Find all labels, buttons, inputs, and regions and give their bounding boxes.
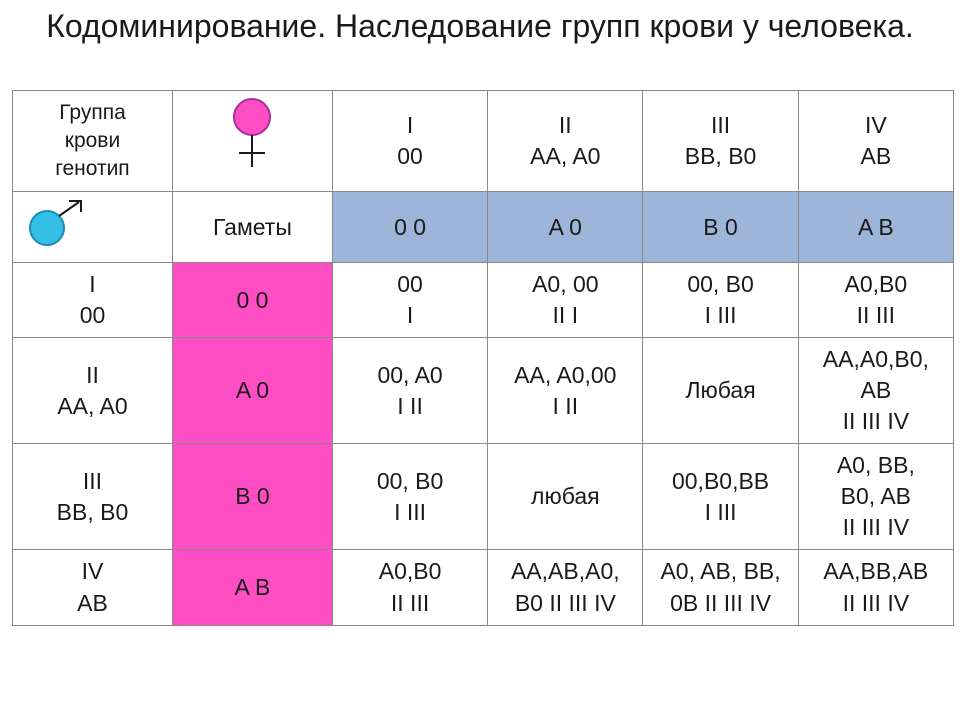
cell-3-1: 00, B0 I III [332, 444, 487, 550]
male-row-1: I 00 0 0 00 I A0, 00 II I 00, B0 I III A0… [13, 263, 954, 338]
female-icon-cell [172, 91, 332, 192]
female-gametes-3: B 0 [643, 192, 798, 263]
header-row: Группа крови генотип I 00 II AA, A0 III BB,… [13, 91, 954, 192]
cell-1-1: 00 I [332, 263, 487, 338]
fg1-roman: I [407, 112, 413, 138]
cell-1-2: A0, 00 II I [488, 263, 643, 338]
gametes-row: Гаметы 0 0 A 0 B 0 A B [13, 192, 954, 263]
female-group-3: III BB, B0 [643, 91, 798, 192]
mg3-roman: III [83, 468, 102, 494]
female-icon [229, 97, 275, 177]
mg1-geno: 00 [80, 302, 106, 328]
male-gametes-2: A 0 [172, 338, 332, 444]
cell-4-4: AA,BB,AB II III IV [798, 550, 953, 625]
female-gametes-1: 0 0 [332, 192, 487, 263]
male-icon [25, 198, 95, 248]
male-group-4: IV AB [13, 550, 173, 625]
fg3-geno: BB, B0 [685, 143, 757, 169]
cell-3-2: любая [488, 444, 643, 550]
gametes-label: Гаметы [172, 192, 332, 263]
corner-label: Группа крови генотип [13, 91, 173, 192]
cell-2-3: Любая [643, 338, 798, 444]
cell-3-3: 00,B0,BB I III [643, 444, 798, 550]
mg4-geno: AB [77, 590, 108, 616]
mg2-geno: AA, A0 [57, 393, 127, 419]
female-gametes-2: A 0 [488, 192, 643, 263]
mg4-roman: IV [82, 558, 104, 584]
inheritance-table: Группа крови генотип I00 IIAA, A0 IIIBB,… [12, 90, 954, 626]
male-group-3: III BB, B0 [13, 444, 173, 550]
inheritance-table-wrap: Группа крови генотип I00 IIAA, A0 IIIBB,… [12, 90, 954, 626]
male-group-2: II AA, A0 [13, 338, 173, 444]
female-group-2: II AA, A0 [488, 91, 643, 192]
fg2-roman: II [559, 112, 572, 138]
male-gametes-3: B 0 [172, 444, 332, 550]
cell-4-2: AA,AB,A0, B0 II III IV [488, 550, 643, 625]
mg1-roman: I [89, 271, 95, 297]
cell-2-1: 00, A0 I II [332, 338, 487, 444]
cell-3-4: A0, BB, B0, AB II III IV [798, 444, 953, 550]
female-gametes-4: A B [798, 192, 953, 263]
male-gametes-4: A B [172, 550, 332, 625]
fg1-geno: 00 [397, 143, 423, 169]
page-title: Кодоминирование. Наследование групп кров… [0, 6, 960, 48]
male-row-2: IIAA, A0 A 0 00, A0 I II AA, A0,00 I II … [13, 338, 954, 444]
male-gametes-1: 0 0 [172, 263, 332, 338]
male-icon-cell [13, 192, 173, 263]
mg3-geno: BB, B0 [57, 499, 129, 525]
cell-1-4: A0,B0 II III [798, 263, 953, 338]
fg4-geno: AB [861, 143, 892, 169]
cell-2-4: AA,A0,B0, AB II III IV [798, 338, 953, 444]
mg2-roman: II [86, 362, 99, 388]
female-group-1: I 00 [332, 91, 487, 192]
fg4-roman: IV [865, 112, 887, 138]
female-group-4: IV AB [798, 91, 953, 192]
cell-1-3: 00, B0 I III [643, 263, 798, 338]
cell-2-2: AA, A0,00 I II [488, 338, 643, 444]
cell-4-1: A0,B0 II III [332, 550, 487, 625]
male-group-1: I 00 [13, 263, 173, 338]
fg3-roman: III [711, 112, 730, 138]
male-row-4: IV AB A B A0,B0 II III AA,AB,A0, B0 II II… [13, 550, 954, 625]
cell-4-3: A0, AB, BB, 0B II III IV [643, 550, 798, 625]
fg2-geno: AA, A0 [530, 143, 600, 169]
male-row-3: III BB, B0 B 0 00, B0 I III любая 00,B0,B… [13, 444, 954, 550]
